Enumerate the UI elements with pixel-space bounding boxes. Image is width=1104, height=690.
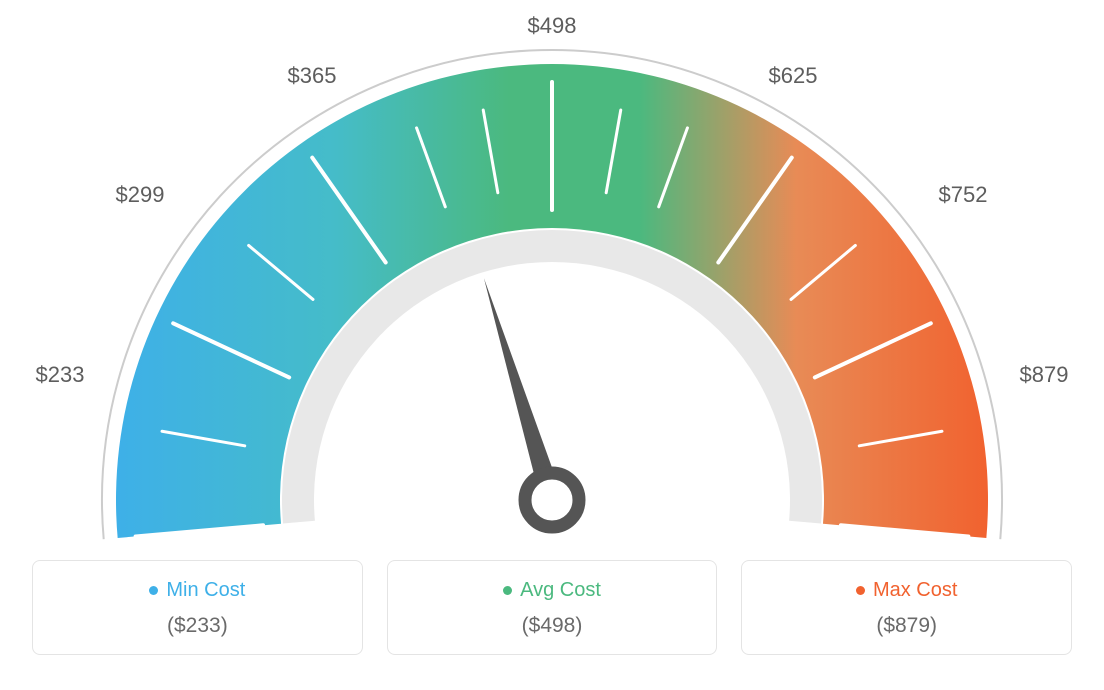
legend-card-min: Min Cost ($233) (32, 560, 363, 655)
legend-row: Min Cost ($233) Avg Cost ($498) Max Cost… (32, 560, 1072, 655)
gauge-tick-label: $365 (288, 63, 337, 89)
avg-dot-icon (503, 586, 512, 595)
gauge-tick-label: $879 (1020, 362, 1069, 388)
legend-max-value: ($879) (752, 614, 1061, 638)
gauge-tick-label: $498 (528, 13, 577, 39)
legend-avg-value: ($498) (398, 614, 707, 638)
legend-min-title: Min Cost (166, 579, 245, 602)
legend-max-title: Max Cost (873, 579, 957, 602)
cost-gauge: $233 $299 $365 $498 $625 $752 $879 (0, 0, 1104, 560)
legend-card-avg: Avg Cost ($498) (387, 560, 718, 655)
legend-avg-title: Avg Cost (520, 579, 601, 602)
legend-card-max: Max Cost ($879) (741, 560, 1072, 655)
gauge-tick-label: $299 (116, 182, 165, 208)
gauge-tick-label: $625 (769, 63, 818, 89)
gauge-tick-label: $233 (36, 362, 85, 388)
legend-min-value: ($233) (43, 614, 352, 638)
gauge-tick-label: $752 (939, 182, 988, 208)
min-dot-icon (149, 586, 158, 595)
max-dot-icon (856, 586, 865, 595)
